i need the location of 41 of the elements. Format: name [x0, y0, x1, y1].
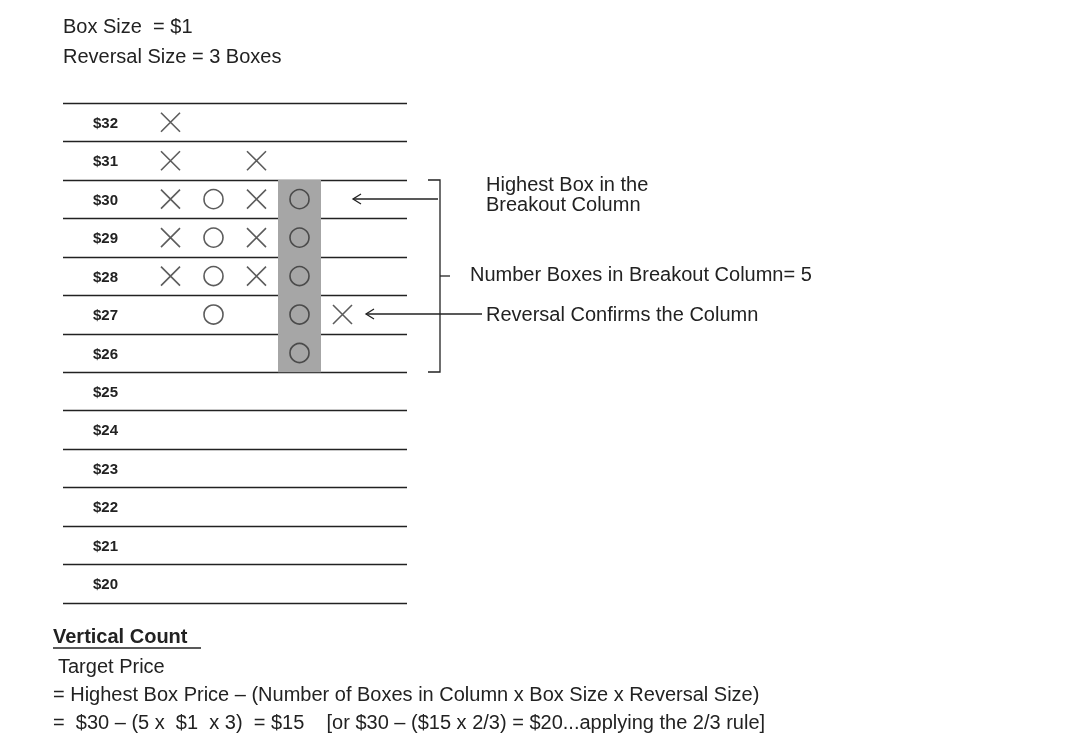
text: Number Boxes in Breakout Column= 5	[470, 263, 812, 285]
point	[160, 150, 181, 171]
y-tick-label: $30	[93, 190, 119, 208]
point	[203, 227, 224, 248]
point	[289, 188, 310, 210]
y-tick-label: $24	[93, 421, 119, 439]
text: Reversal Confirms the Column	[486, 303, 759, 325]
y-tick-label: $29	[93, 229, 119, 247]
text: = Highest Box Price – (Number of Boxes in Column x Box Size x Reversal Size)	[53, 683, 760, 705]
point	[332, 304, 353, 325]
point	[289, 304, 310, 325]
point	[160, 227, 181, 248]
point	[246, 227, 267, 248]
point	[246, 265, 267, 287]
y-tick-label: $20	[93, 575, 119, 593]
y-tick-label: $26	[93, 344, 119, 362]
point	[289, 265, 310, 287]
y-tick-label: $27	[93, 306, 119, 324]
y-tick-label: $22	[93, 498, 119, 516]
y-tick-label: $32	[93, 113, 119, 131]
text: Box Size = $1	[63, 15, 193, 37]
text: = $30 – (5 x $1 x 3) = $15 [or $30 – ($15 x 2/3) = $20...applying the 2/3 rule]	[53, 711, 766, 733]
text: Highest Box in the Breakout Column	[486, 173, 654, 215]
point	[160, 265, 181, 287]
y-tick-label: $23	[93, 459, 119, 477]
y-tick-label: $31	[93, 152, 119, 170]
point	[160, 111, 181, 133]
point	[289, 342, 310, 364]
text: Target Price	[58, 655, 165, 677]
y-tick-label: $21	[93, 536, 119, 554]
text: Vertical Count	[53, 625, 188, 647]
y-tick-label: $25	[93, 382, 119, 400]
point	[160, 188, 181, 210]
point	[246, 188, 267, 210]
point	[246, 150, 267, 171]
point	[203, 265, 224, 287]
y-tick-label: $28	[93, 267, 119, 285]
text: Reversal Size = 3 Boxes	[63, 45, 282, 67]
point	[203, 188, 224, 210]
point	[289, 227, 310, 248]
point	[203, 304, 224, 325]
